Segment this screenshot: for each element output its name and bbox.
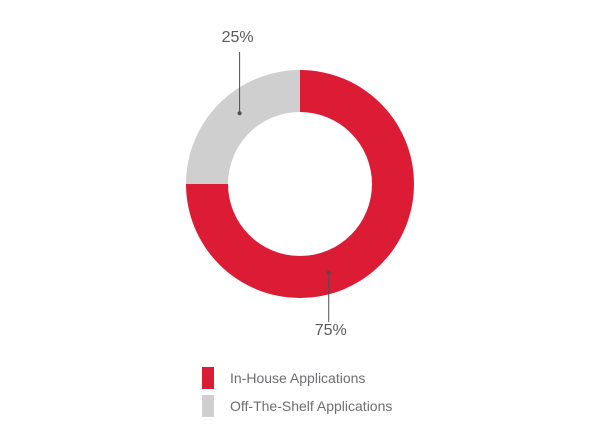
leader-lines-group [237,52,331,322]
legend-swatch-off-the-shelf-applications [202,395,214,417]
leader-dot-off-the-shelf-applications [237,111,242,116]
slice-off-the-shelf-applications [186,70,300,184]
slice-in-house-applications [186,70,414,298]
legend: In-House Applications Off-The-Shelf Appli… [202,367,392,417]
data-labels-group: 75% 25% [222,29,347,339]
data-label-off-the-shelf-applications: 25% [222,29,254,46]
leader-dot-in-house-applications [326,270,331,275]
legend-label-off-the-shelf-applications: Off-The-Shelf Applications [230,398,392,414]
slices-group [186,70,414,298]
legend-swatch-in-house-applications [202,367,214,389]
legend-label-in-house-applications: In-House Applications [230,370,365,386]
data-label-in-house-applications: 75% [315,322,347,339]
